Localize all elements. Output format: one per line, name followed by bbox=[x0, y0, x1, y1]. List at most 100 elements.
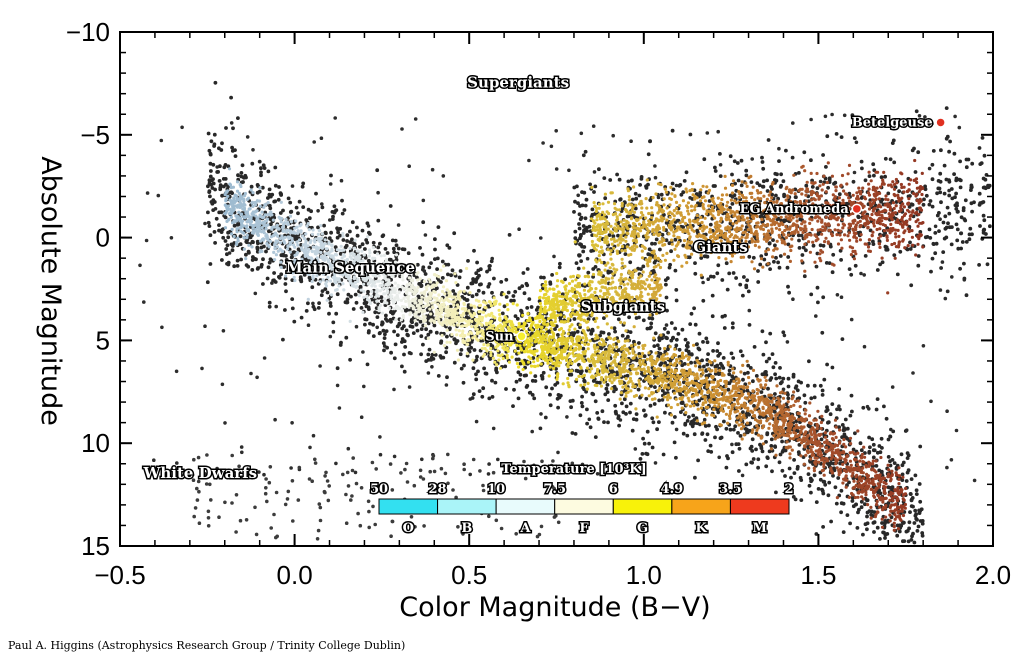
background-star-dot bbox=[388, 204, 393, 208]
background-star-dot bbox=[920, 521, 925, 526]
background-star-dot bbox=[602, 176, 607, 181]
background-star-dot bbox=[589, 331, 594, 336]
background-star-dot bbox=[982, 153, 987, 158]
background-star-dot bbox=[290, 479, 295, 483]
background-star-dot bbox=[908, 492, 913, 496]
background-star-dot bbox=[777, 375, 782, 380]
background-star-dot bbox=[706, 352, 710, 356]
background-star-dot bbox=[937, 186, 942, 191]
background-star-dot bbox=[500, 311, 505, 316]
background-star-dot bbox=[652, 402, 657, 406]
background-star-dot bbox=[710, 293, 715, 298]
background-star-dot bbox=[854, 140, 859, 145]
background-star-dot bbox=[325, 479, 330, 483]
background-star-dot bbox=[353, 292, 358, 297]
background-star-dot bbox=[760, 160, 765, 164]
background-star-dot bbox=[695, 419, 699, 423]
background-star-dot bbox=[939, 266, 943, 270]
background-star-dot bbox=[378, 452, 383, 457]
background-star-dot bbox=[836, 476, 841, 480]
background-star-dot bbox=[792, 458, 796, 462]
background-star-dot bbox=[778, 425, 782, 429]
background-star-dot bbox=[773, 392, 777, 396]
background-star-dot bbox=[855, 526, 860, 530]
background-star-dot bbox=[238, 242, 243, 247]
background-star-dot bbox=[750, 437, 755, 442]
background-star-dot bbox=[469, 281, 474, 286]
background-star-dot bbox=[530, 378, 535, 383]
background-star-dot bbox=[257, 189, 262, 194]
background-star-dot bbox=[478, 469, 482, 473]
background-star-dot bbox=[311, 304, 316, 309]
background-star-dot bbox=[328, 334, 333, 339]
background-star-dot bbox=[238, 518, 243, 523]
background-star-dot bbox=[889, 427, 893, 432]
background-star-dot bbox=[231, 126, 235, 131]
background-star-dot bbox=[660, 336, 664, 341]
background-star-dot bbox=[692, 432, 697, 437]
background-star-dot bbox=[620, 333, 625, 338]
background-star-dot bbox=[754, 447, 758, 452]
background-star-dot bbox=[320, 202, 324, 206]
background-star-dot bbox=[711, 184, 716, 188]
background-star-dot bbox=[746, 289, 751, 294]
background-star-dot bbox=[985, 262, 990, 267]
background-star-dot bbox=[541, 141, 545, 145]
background-star-dot bbox=[525, 306, 530, 310]
background-star-dot bbox=[742, 401, 747, 405]
background-star-dot bbox=[722, 419, 726, 424]
background-star-dot bbox=[838, 407, 842, 412]
background-star-dot bbox=[506, 290, 511, 295]
background-star-dot bbox=[461, 380, 466, 385]
background-star-dot bbox=[218, 187, 223, 192]
background-star-dot bbox=[721, 366, 726, 370]
background-star-dot bbox=[629, 139, 633, 143]
background-star-dot bbox=[327, 484, 332, 488]
background-star-dot bbox=[226, 235, 231, 240]
background-star-dot bbox=[426, 332, 431, 337]
background-star-dot bbox=[371, 334, 376, 338]
background-star-dot bbox=[820, 388, 825, 393]
background-star-dot bbox=[928, 199, 933, 203]
background-star-dot bbox=[736, 178, 741, 183]
background-star-dot bbox=[317, 502, 322, 506]
background-star-dot bbox=[690, 424, 695, 429]
background-star-dot bbox=[203, 324, 207, 329]
background-star-dot bbox=[516, 357, 521, 362]
background-star-dot bbox=[662, 395, 667, 399]
background-star-dot bbox=[315, 537, 320, 541]
background-star-dot bbox=[611, 133, 615, 138]
background-star-dot bbox=[768, 267, 772, 271]
background-star-dot bbox=[770, 352, 775, 356]
background-star-dot bbox=[809, 158, 813, 163]
background-star-dot bbox=[258, 186, 262, 190]
background-star-dot bbox=[344, 300, 349, 305]
background-star-dot bbox=[489, 353, 493, 357]
background-star-dot bbox=[384, 313, 388, 318]
background-star-dot bbox=[637, 341, 641, 345]
background-star-dot bbox=[283, 276, 288, 281]
background-star-dot bbox=[798, 475, 803, 480]
background-star-dot bbox=[421, 342, 425, 347]
background-star-dot bbox=[332, 210, 337, 215]
background-star-dot bbox=[344, 243, 349, 248]
background-star-dot bbox=[907, 526, 911, 531]
background-star-dot bbox=[724, 261, 729, 266]
background-star-dot bbox=[826, 185, 830, 190]
background-star-dot bbox=[431, 454, 436, 458]
background-star-dot bbox=[692, 404, 696, 408]
background-star-dot bbox=[591, 379, 596, 383]
background-star-dot bbox=[628, 401, 633, 406]
background-star-dot bbox=[390, 519, 395, 524]
background-star-dot bbox=[688, 196, 692, 200]
background-star-dot bbox=[879, 455, 883, 460]
background-star-dot bbox=[808, 476, 813, 481]
background-star-dot bbox=[622, 397, 627, 402]
background-star-dot bbox=[293, 237, 298, 242]
background-star-dot bbox=[220, 382, 225, 387]
background-star-dot bbox=[481, 290, 486, 295]
background-star-dot bbox=[654, 351, 658, 355]
background-star-dot bbox=[393, 342, 398, 347]
background-star-dot bbox=[727, 372, 732, 377]
background-star-dot bbox=[418, 468, 423, 473]
